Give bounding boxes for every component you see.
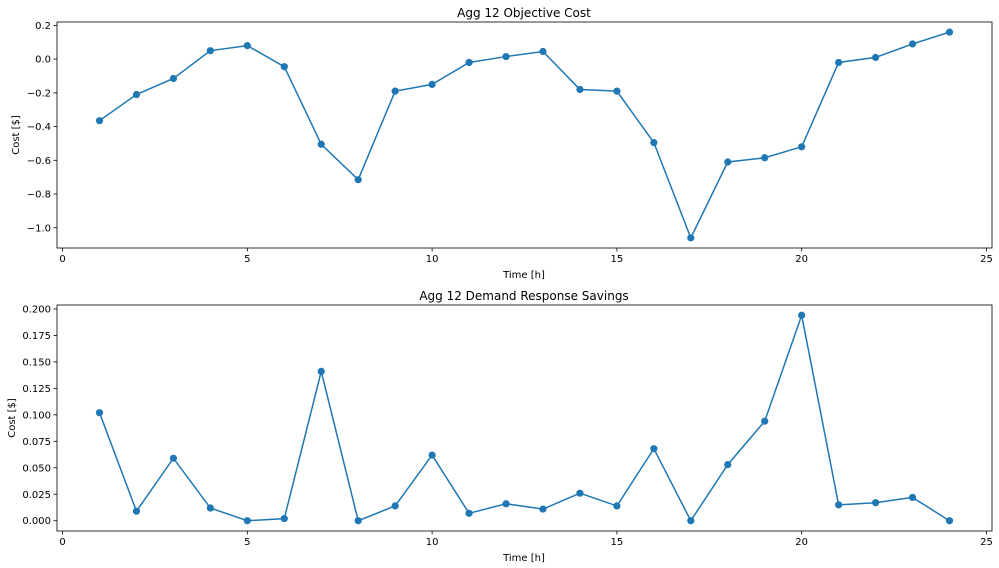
x-tick-label: 0 — [59, 254, 65, 265]
data-point — [687, 234, 695, 242]
data-point — [724, 158, 732, 166]
x-tick-label: 25 — [980, 254, 993, 265]
series-line — [98, 312, 950, 523]
data-point — [908, 493, 917, 502]
data-point — [354, 176, 362, 184]
data-point — [243, 517, 251, 525]
x-tick-label: 10 — [426, 254, 439, 265]
series-line — [99, 31, 950, 240]
x-tick-label: 25 — [980, 537, 993, 548]
data-point — [95, 409, 104, 417]
y-axis-label: Cost [$] — [7, 398, 18, 438]
y-tick-label: 0.075 — [22, 437, 51, 448]
x-axis-label: Time [h] — [502, 270, 545, 281]
y-tick-label: 0.050 — [22, 463, 51, 474]
data-point — [761, 417, 769, 425]
y-tick-label: 0.2 — [35, 21, 51, 32]
data-point — [354, 517, 362, 525]
data-point — [502, 500, 510, 508]
y-tick-label: −1.0 — [27, 223, 51, 234]
data-point — [908, 40, 917, 48]
data-point — [613, 87, 621, 95]
data-point — [576, 85, 584, 94]
data-point — [835, 58, 843, 67]
data-point — [465, 509, 473, 517]
x-tick-label: 10 — [426, 537, 439, 548]
plot-frame — [56, 304, 993, 532]
plot-area: 0 5 10 15 20 25 0.000 0.025 0.050 0.075 0.100 0.125… — [22, 304, 992, 548]
data-point — [724, 460, 732, 469]
data-point — [317, 367, 325, 376]
x-tick-label: 5 — [244, 537, 250, 548]
y-axis-label: Cost [$] — [11, 115, 22, 155]
x-axis-label: Time [h] — [502, 553, 545, 564]
y-tick-label: 0.175 — [22, 331, 51, 342]
data-point — [798, 143, 806, 151]
x-tick-label: 20 — [795, 537, 808, 548]
data-point — [945, 517, 954, 525]
data-point — [539, 47, 547, 56]
data-point — [650, 445, 658, 453]
data-point — [206, 47, 214, 55]
data-point — [945, 28, 954, 36]
y-tick-label: 0.200 — [22, 304, 51, 315]
data-point — [761, 154, 769, 162]
data-point — [539, 505, 547, 513]
data-point — [132, 507, 141, 515]
data-point — [280, 63, 288, 71]
y-tick-label: 0.150 — [22, 357, 51, 368]
data-point — [687, 517, 695, 525]
data-point — [835, 501, 843, 509]
data-point — [871, 53, 880, 62]
plot-area: 0 5 10 15 20 25 −1.0 −0.8 −0.6 −0.4 −0.2 0.0 0.2 — [27, 21, 993, 265]
data-point — [95, 117, 104, 125]
x-tick-label: 20 — [795, 254, 808, 265]
data-point — [391, 87, 399, 95]
data-point — [243, 42, 251, 50]
data-point — [428, 80, 436, 89]
y-tick-label: −0.4 — [27, 122, 51, 133]
data-point — [391, 502, 399, 510]
data-point — [428, 451, 436, 459]
y-tick-label: 0.100 — [22, 410, 51, 421]
y-tick-label: −0.6 — [27, 156, 51, 167]
data-point — [169, 454, 178, 462]
data-point — [871, 499, 880, 507]
data-point — [169, 74, 178, 83]
x-tick-label: 5 — [244, 254, 250, 265]
y-tick-label: 0.125 — [22, 384, 51, 395]
objective-cost-subplot: Agg 12 Objective Cost 0 5 10 15 20 25 −1.0 −0.8… — [11, 6, 993, 281]
y-tick-label: −0.2 — [27, 88, 51, 99]
data-point — [132, 90, 141, 99]
y-tick-label: −0.8 — [27, 190, 51, 201]
y-tick-label: 0.000 — [22, 516, 51, 527]
chart-title: Agg 12 Objective Cost — [457, 6, 591, 20]
plot-frame — [56, 21, 993, 249]
data-point — [650, 138, 658, 147]
y-tick-label: 0.0 — [35, 55, 51, 66]
data-point — [317, 140, 325, 148]
data-point — [206, 504, 214, 512]
x-tick-label: 15 — [611, 254, 624, 265]
data-point — [465, 58, 473, 67]
data-point — [502, 52, 510, 61]
data-point — [613, 502, 621, 510]
demand-response-savings-subplot: Agg 12 Demand Response Savings 0 5 10 15 20 2… — [7, 289, 993, 564]
data-point — [280, 515, 288, 523]
data-point — [798, 311, 806, 319]
data-point — [576, 489, 584, 497]
x-tick-label: 15 — [611, 537, 624, 548]
x-tick-label: 0 — [59, 537, 65, 548]
chart-title: Agg 12 Demand Response Savings — [419, 289, 628, 303]
y-tick-label: 0.025 — [22, 490, 51, 501]
